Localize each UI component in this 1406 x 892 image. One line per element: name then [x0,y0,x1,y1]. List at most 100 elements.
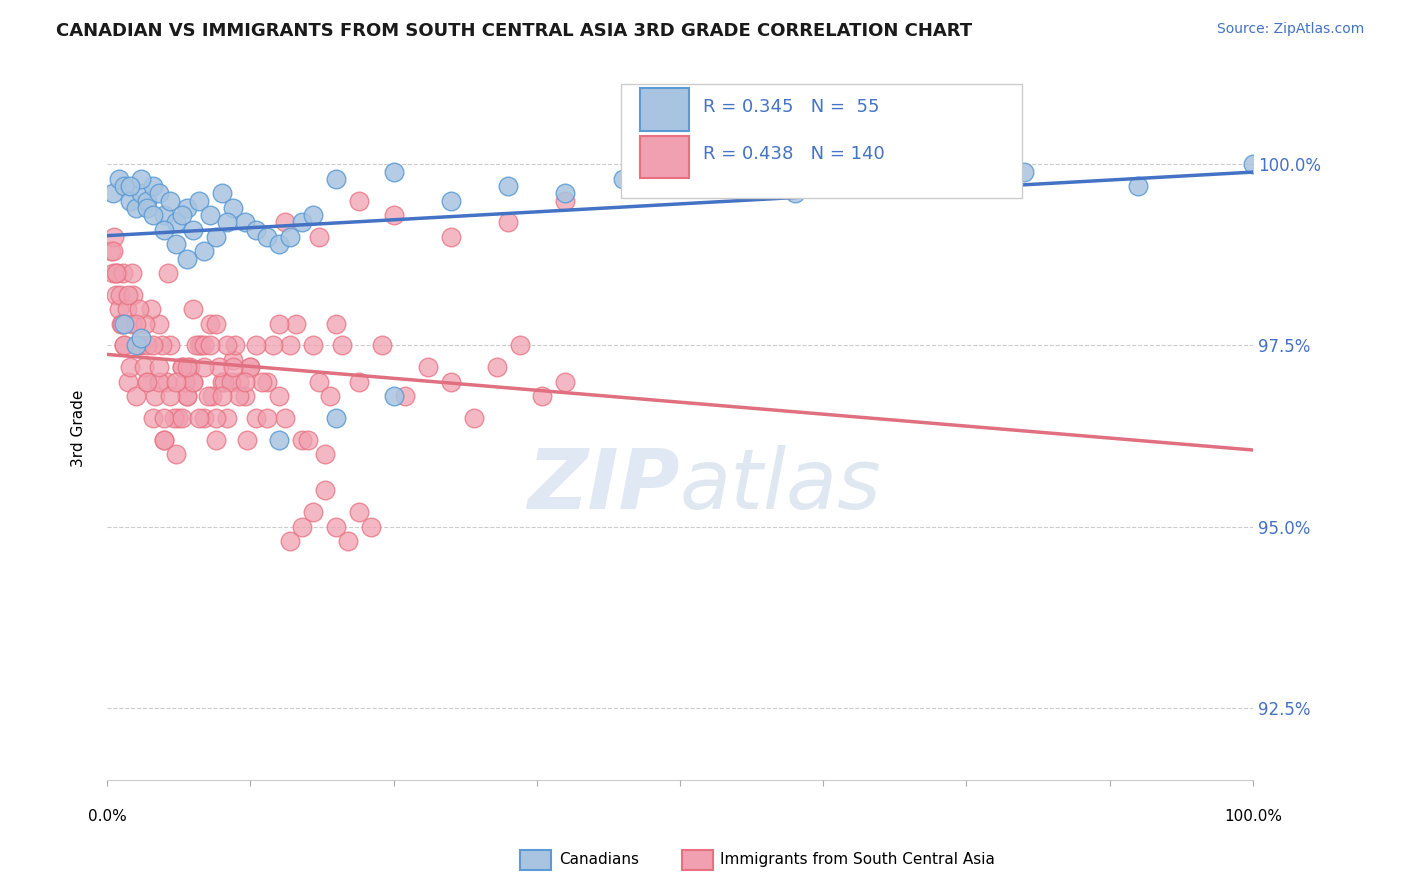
Point [136,375,159,389]
Point [115,302,138,317]
Point [267,389,290,403]
Point [101,266,124,280]
Point [382,164,405,178]
Point [122,287,145,301]
Point [121,266,143,280]
Point [319,389,342,403]
Point [193,411,215,425]
Point [236,433,259,447]
Point [156,375,179,389]
Point [176,201,198,215]
Point [222,353,245,368]
Point [121,317,143,331]
Point [165,447,187,461]
Text: atlas: atlas [681,444,882,525]
Point [217,411,239,425]
Point [125,338,148,352]
Point [132,360,155,375]
Point [112,266,135,280]
Point [101,186,124,201]
Point [1241,157,1264,171]
Point [440,194,463,208]
Point [153,433,176,447]
Point [302,338,325,352]
Point [117,375,139,389]
Point [118,360,141,375]
Point [245,411,267,425]
Point [142,338,165,352]
Point [382,389,405,403]
Point [118,179,141,194]
Text: Source: ZipAtlas.com: Source: ZipAtlas.com [1216,22,1364,37]
Point [136,194,159,208]
Point [256,375,278,389]
Text: 0.0%: 0.0% [87,809,127,824]
Point [267,433,290,447]
Point [205,411,228,425]
Point [205,229,228,244]
Point [136,338,159,352]
Point [125,201,148,215]
Point [150,338,173,352]
Point [347,194,370,208]
Point [153,411,176,425]
Point [285,317,308,331]
Point [201,389,224,403]
Point [330,338,353,352]
Point [105,287,128,301]
Point [148,186,170,201]
Point [167,411,190,425]
Point [280,338,302,352]
Point [440,229,463,244]
Point [256,229,278,244]
Text: R = 0.345   N =  55: R = 0.345 N = 55 [703,98,880,116]
Point [205,433,228,447]
Point [485,360,508,375]
Point [1128,179,1150,194]
Point [118,194,141,208]
Text: R = 0.438   N = 140: R = 0.438 N = 140 [703,145,884,163]
Point [371,338,394,352]
Point [245,338,267,352]
Point [262,338,284,352]
Point [217,338,239,352]
Point [112,317,135,331]
Point [267,317,290,331]
Point [219,375,242,389]
Point [347,375,370,389]
Point [131,331,153,345]
Point [302,208,325,222]
Point [360,519,382,533]
Point [165,237,187,252]
Point [554,186,576,201]
Point [176,360,198,375]
Point [347,505,370,519]
Point [148,317,170,331]
Point [325,519,347,533]
Point [181,222,204,236]
Point [325,317,347,331]
Point [181,375,204,389]
Point [176,389,198,403]
Point [127,338,149,352]
Point [198,208,221,222]
Point [233,215,256,229]
Point [105,266,128,280]
Point [394,389,416,403]
Point [222,201,245,215]
Point [112,338,135,352]
Point [280,229,302,244]
Point [496,215,519,229]
Point [125,389,148,403]
Point [382,208,405,222]
Text: ZIP: ZIP [527,444,681,525]
Point [142,208,165,222]
Point [131,172,153,186]
Point [131,338,153,352]
Point [297,433,319,447]
Point [783,186,806,201]
Point [205,317,228,331]
Point [228,389,250,403]
Point [198,338,221,352]
Point [222,360,245,375]
